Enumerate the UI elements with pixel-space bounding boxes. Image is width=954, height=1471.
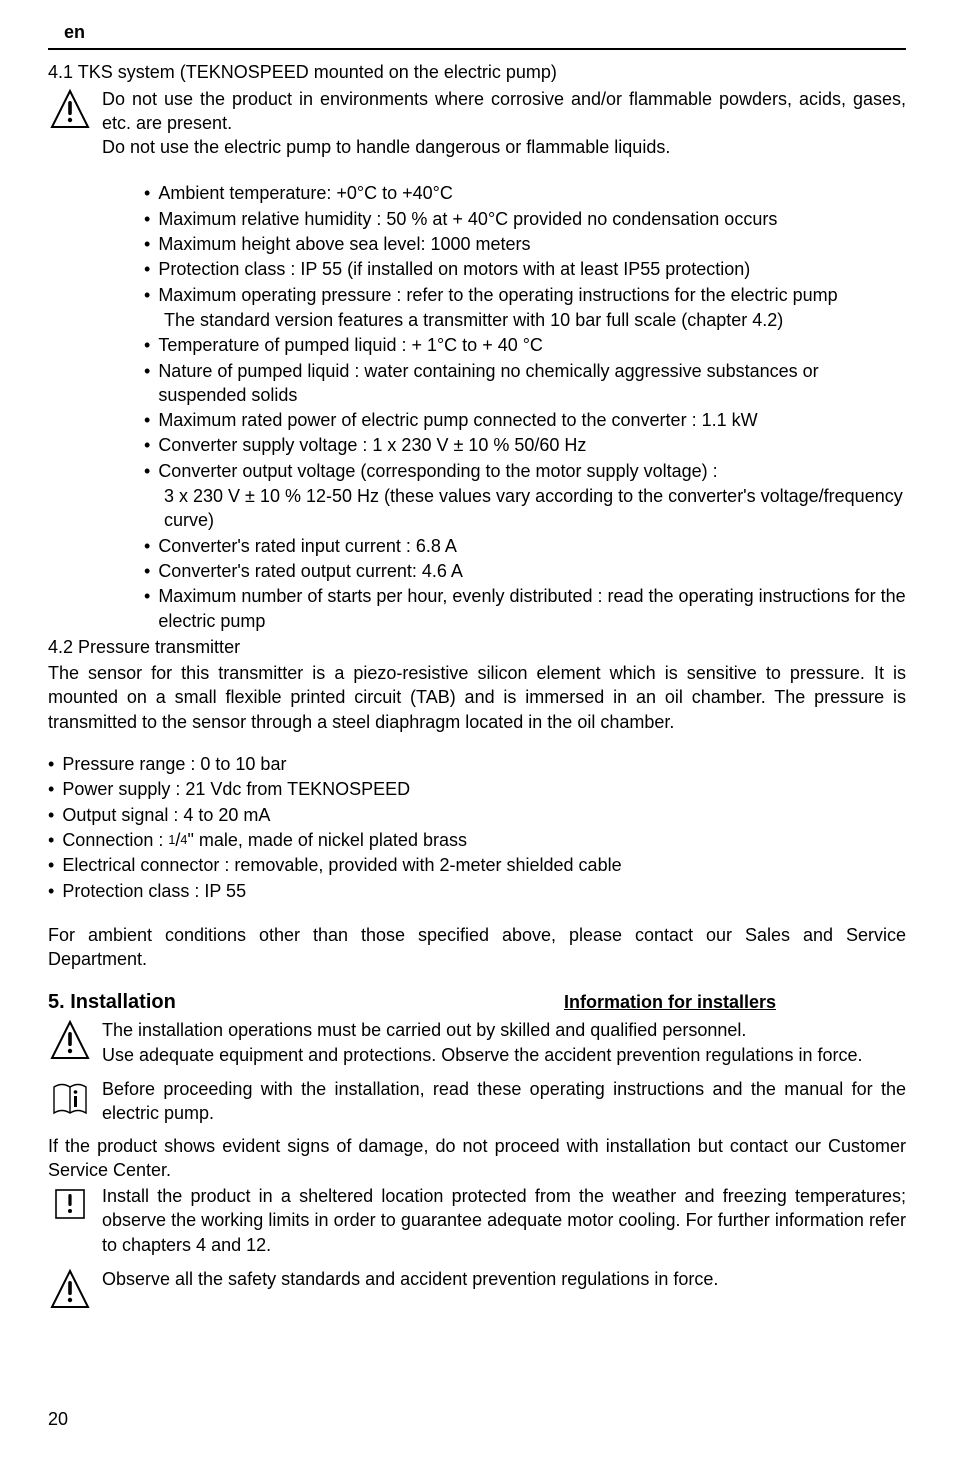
spec-item: •Converter supply voltage : 1 x 230 V ± … [144, 433, 906, 457]
section-5-subtitle: Information for installers [564, 990, 776, 1014]
spec-item: •Protection class : IP 55 (if installed … [144, 257, 906, 281]
warning-triangle-icon [48, 1267, 92, 1311]
spec-item: •Output signal : 4 to 20 mA [48, 803, 906, 827]
section-4-1-title: 4.1 TKS system (TEKNOSPEED mounted on th… [48, 60, 906, 84]
spec-item: •Maximum height above sea level: 1000 me… [144, 232, 906, 256]
safety-note: Observe all the safety standards and acc… [102, 1267, 906, 1291]
spec-item: •Converter's rated input current : 6.8 A [144, 534, 906, 558]
install-warning-line2: Use adequate equipment and protections. … [102, 1043, 906, 1067]
damage-note: If the product shows evident signs of da… [48, 1134, 906, 1183]
shelter-note: Install the product in a sheltered locat… [102, 1184, 906, 1257]
spec-item: •Maximum number of starts per hour, even… [144, 584, 906, 633]
spec-item: •Protection class : IP 55 [48, 879, 906, 903]
warning-triangle-icon [48, 1018, 92, 1062]
install-warning-text: The installation operations must be carr… [102, 1018, 906, 1067]
section-5-title: 5. Installation [48, 989, 176, 1016]
warning-4-1-line2: Do not use the electric pump to handle d… [102, 135, 906, 159]
section-4-2-title: 4.2 Pressure transmitter [48, 635, 906, 659]
specs-4-1-list: •Ambient temperature: +0°C to +40°C •Max… [144, 181, 906, 632]
warning-4-1-line1: Do not use the product in environments w… [102, 87, 906, 136]
spec-item: •Temperature of pumped liquid : + 1°C to… [144, 333, 906, 357]
spec-item: •Converter's rated output current: 4.6 A [144, 559, 906, 583]
caution-box-icon [48, 1184, 92, 1224]
spec-item: •Maximum rated power of electric pump co… [144, 408, 906, 432]
language-header: en [48, 18, 906, 50]
spec-item: •Converter output voltage (corresponding… [144, 459, 906, 483]
warning-triangle-icon [48, 87, 92, 131]
install-info-text: Before proceeding with the installation,… [102, 1077, 906, 1126]
spec-item: •Electrical connector : removable, provi… [48, 853, 906, 877]
spec-item: •Pressure range : 0 to 10 bar [48, 752, 906, 776]
spec-item: •Maximum relative humidity : 50 % at + 4… [144, 207, 906, 231]
contact-sales-note: For ambient conditions other than those … [48, 923, 906, 972]
spec-item: •Power supply : 21 Vdc from TEKNOSPEED [48, 777, 906, 801]
spec-item-cont: The standard version features a transmit… [164, 308, 906, 332]
info-book-icon [48, 1077, 92, 1121]
spec-item: •Maximum operating pressure : refer to t… [144, 283, 906, 307]
specs-4-2-list: •Pressure range : 0 to 10 bar •Power sup… [48, 752, 906, 903]
section-4-2-para: The sensor for this transmitter is a pie… [48, 661, 906, 734]
spec-item: •Nature of pumped liquid : water contain… [144, 359, 906, 408]
spec-item-cont: 3 x 230 V ± 10 % 12-50 Hz (these values … [164, 484, 906, 533]
install-warning-line1: The installation operations must be carr… [102, 1018, 906, 1042]
page-number: 20 [48, 1407, 906, 1431]
spec-item: •Connection : 1/4" male, made of nickel … [48, 828, 906, 852]
spec-item: •Ambient temperature: +0°C to +40°C [144, 181, 906, 205]
warning-4-1-text: Do not use the product in environments w… [102, 87, 906, 160]
